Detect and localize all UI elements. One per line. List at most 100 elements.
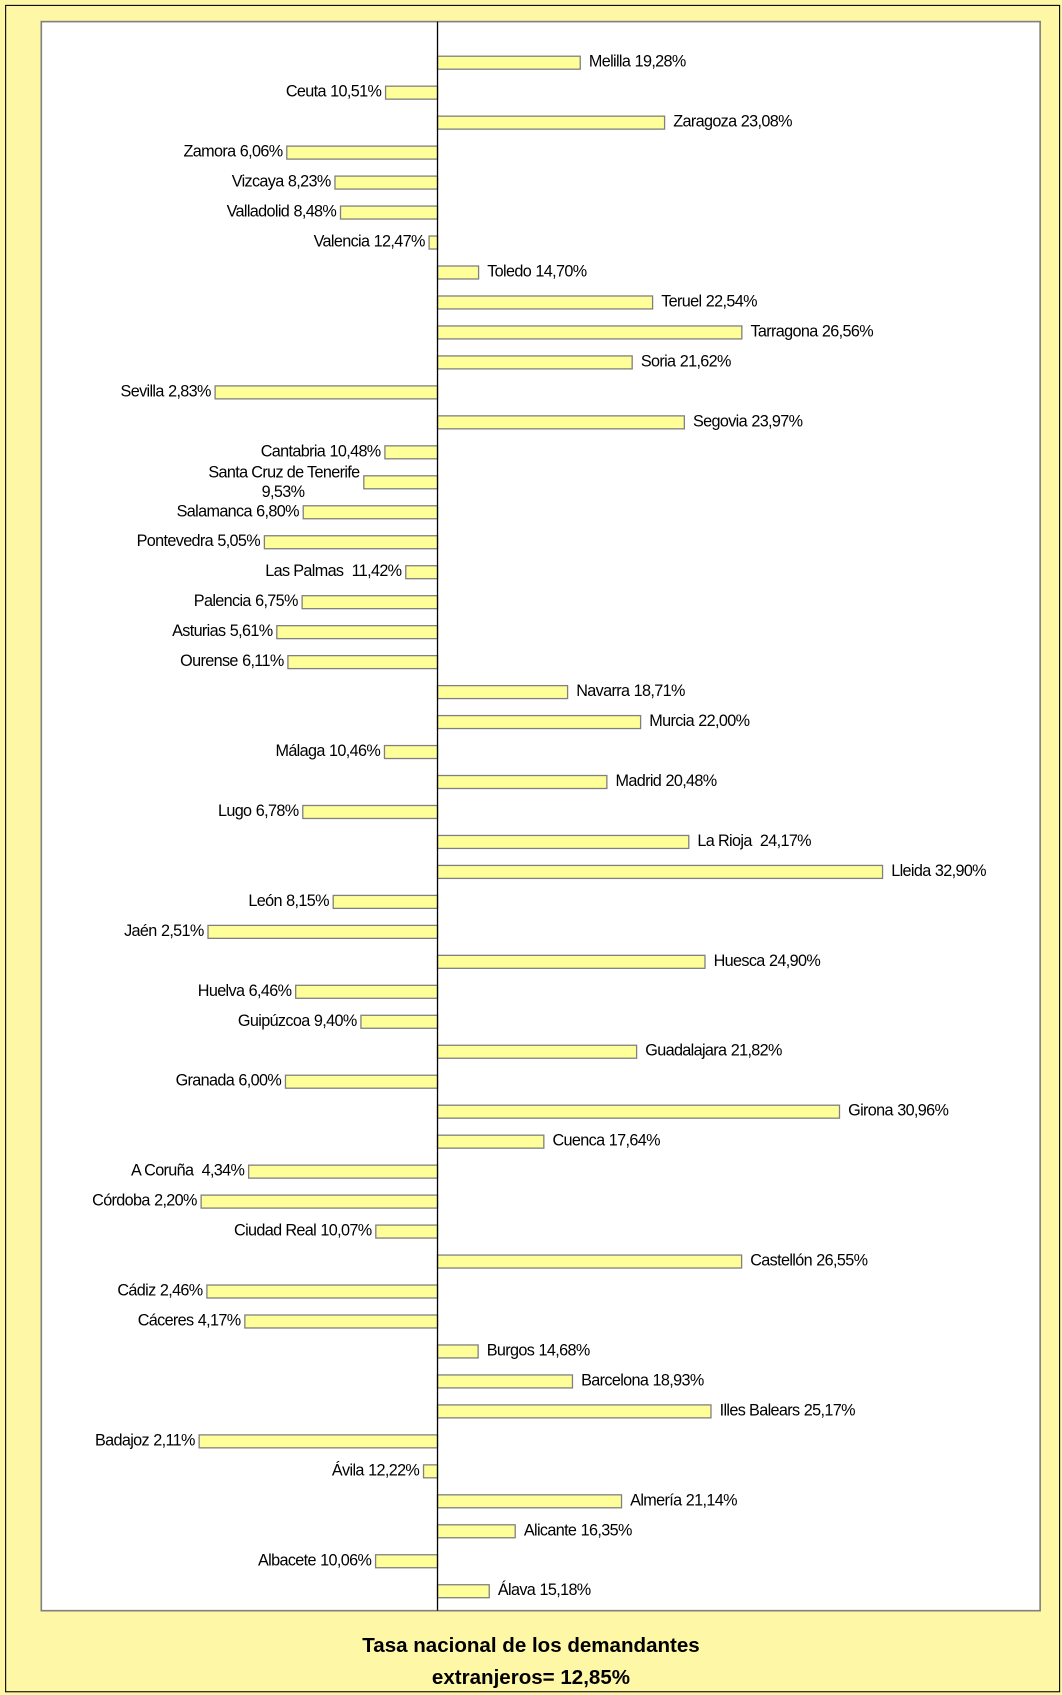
bar (295, 984, 439, 999)
value-label: 24,90% (769, 952, 820, 970)
bar (436, 265, 480, 280)
bar-label: Jaén 2,51% (124, 922, 204, 940)
category-label: Jaén (124, 922, 157, 940)
value-label: 2,11% (153, 1432, 195, 1450)
bar-label: Guadalajara 21,82% (645, 1042, 782, 1060)
category-label: Teruel (661, 293, 701, 311)
value-label: 10,06% (320, 1552, 371, 1570)
bar-label: Guipúzcoa 9,40% (238, 1012, 357, 1030)
bar (284, 1074, 439, 1089)
bar (436, 774, 608, 790)
bar (428, 235, 439, 250)
value-label: 6,11% (242, 652, 284, 670)
value-label: 2,83% (168, 383, 211, 401)
bar-label: Sevilla 2,83% (121, 383, 211, 401)
bar-label: Badajoz 2,11% (95, 1432, 195, 1450)
value-label: 21,14% (686, 1492, 737, 1510)
category-label: Murcia (649, 712, 695, 730)
category-label: Burgos (487, 1342, 535, 1360)
category-label: A Coruña (131, 1162, 197, 1180)
bar (384, 445, 439, 460)
bar (436, 1134, 545, 1149)
bar (263, 535, 439, 550)
bar (436, 1404, 712, 1419)
value-label: 5,05% (217, 533, 260, 551)
bar (302, 804, 439, 820)
bar-label: Girona 30,96% (848, 1102, 948, 1120)
category-label: Málaga (275, 742, 326, 760)
bar (436, 1494, 623, 1509)
bar (360, 1014, 439, 1029)
bar (422, 1464, 439, 1479)
bar-label: Las Palmas 11,42% (265, 562, 401, 580)
category-label: Zamora (184, 143, 238, 161)
category-label: Guipúzcoa (238, 1012, 311, 1030)
bar (436, 834, 690, 850)
category-label: Navarra (576, 682, 631, 700)
value-label: 21,82% (731, 1042, 782, 1060)
value-label: 8,15% (286, 892, 329, 910)
bar (334, 175, 439, 190)
bar-label: Illes Balears 25,17% (720, 1402, 855, 1420)
bar-label: Ciudad Real 10,07% (234, 1222, 372, 1240)
value-label: 10,46% (329, 742, 380, 760)
bar-label: Alicante 16,35% (524, 1522, 632, 1540)
bar (384, 85, 439, 100)
category-label: Santa Cruz de Tenerife (208, 464, 360, 482)
value-label: 26,56% (822, 323, 873, 341)
value-label: 6,46% (249, 982, 292, 1000)
bar-label: Huesca 24,90% (714, 952, 821, 970)
category-label: Badajoz (95, 1432, 150, 1450)
bar-label: Almería 21,14% (630, 1492, 737, 1510)
bar-label: Ceuta 10,51% (286, 83, 382, 101)
value-label: 10,48% (330, 443, 381, 461)
category-label: Salamanca (177, 503, 254, 521)
bar-label: Cádiz 2,46% (117, 1282, 202, 1300)
bar (436, 1524, 516, 1539)
value-label: 23,08% (741, 113, 792, 131)
bar (436, 864, 884, 880)
value-label: 12,47% (374, 233, 425, 251)
category-label: Guadalajara (645, 1042, 728, 1060)
value-label: 14,68% (539, 1342, 590, 1360)
category-label: La Rioja (697, 832, 755, 850)
bar-label: Salamanca 6,80% (177, 503, 299, 521)
bar-label: Valencia 12,47% (314, 233, 425, 251)
bar (339, 205, 439, 220)
bar (206, 1284, 439, 1299)
category-label: Granada (176, 1072, 236, 1090)
bar-label: Murcia 22,00% (649, 712, 749, 730)
category-label: Soria (641, 353, 677, 371)
value-label: 2,46% (160, 1282, 203, 1300)
bar-label: Madrid 20,48% (616, 772, 717, 790)
bar (247, 1164, 439, 1179)
bar (276, 625, 439, 640)
bar (436, 714, 642, 730)
bar (436, 415, 685, 430)
category-label: Valladolid (227, 203, 290, 221)
value-label: 18,71% (634, 682, 685, 700)
category-label: Vizcaya (232, 173, 286, 191)
bar-label: Segovia 23,97% (693, 413, 803, 431)
bar-label: Palencia 6,75% (194, 592, 298, 610)
bar-label: Asturias 5,61% (172, 622, 273, 640)
category-label: Lugo (218, 802, 252, 820)
value-label: 9,40% (314, 1012, 357, 1030)
value-label: 9,53% (262, 483, 305, 501)
bar (436, 325, 743, 340)
category-label: Ciudad Real (234, 1222, 316, 1240)
value-label: 24,17% (760, 832, 811, 850)
category-label: Madrid (616, 772, 662, 790)
value-label: 19,28% (635, 53, 686, 71)
category-label: Ávila (332, 1461, 366, 1480)
value-label: 8,23% (288, 173, 331, 191)
category-label: Cantabria (261, 443, 327, 461)
bar (436, 684, 569, 700)
category-label: Albacete (258, 1552, 317, 1570)
bar-label: Lugo 6,78% (218, 802, 299, 820)
bar (363, 475, 439, 490)
category-label: Alicante (524, 1522, 577, 1540)
value-label: 6,00% (238, 1072, 281, 1090)
bar-label: Ávila 12,22% (332, 1461, 420, 1480)
bar (383, 744, 439, 760)
